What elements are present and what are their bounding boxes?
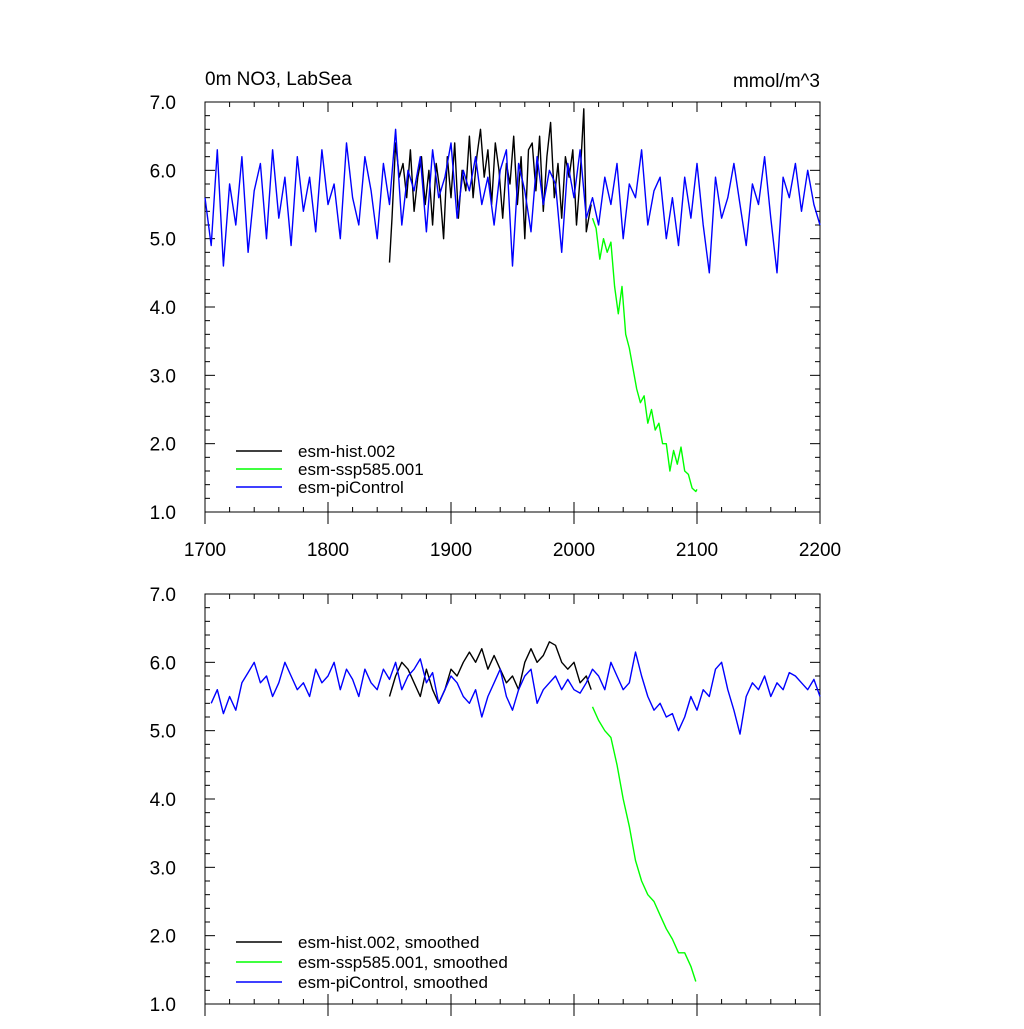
y-tick-label: 6.0 — [150, 161, 176, 182]
x-tick-label: 2100 — [676, 540, 718, 561]
y-tick-label: 1.0 — [150, 503, 176, 524]
x-tick-label: 2200 — [799, 540, 841, 561]
legend-label: esm-ssp585.001 — [298, 460, 424, 479]
x-tick-label: 1800 — [307, 540, 349, 561]
series-line-esm-picontrol — [204, 128, 821, 274]
y-tick-label: 6.0 — [150, 653, 176, 674]
top-panel: 1700 1800 1900 2000 2100 2200 1.0 2.0 3.0 4.0 5.0 6… — [150, 69, 842, 561]
legend-label: esm-ssp585.001, smoothed — [298, 953, 508, 972]
y-tick-label: 7.0 — [150, 93, 176, 114]
y-tick-label: 5.0 — [150, 230, 176, 251]
legend-label: esm-hist.002, smoothed — [298, 933, 479, 952]
x-tick-label: 1900 — [430, 540, 472, 561]
y-tick-label: 5.0 — [150, 722, 176, 743]
x-tick-label: 2000 — [553, 540, 595, 561]
bottom-panel: 1.0 2.0 3.0 4.0 5.0 6.0 7.0 esm-hist.002, smoot… — [150, 585, 821, 1016]
y-tick-label: 4.0 — [150, 790, 176, 811]
y-tick-label: 2.0 — [150, 927, 176, 948]
units-label: mmol/m^3 — [733, 71, 820, 92]
y-tick-label: 3.0 — [150, 858, 176, 879]
series-line-esm-hist-002 — [388, 108, 592, 263]
y-tick-label: 7.0 — [150, 585, 176, 606]
y-tick-label: 4.0 — [150, 298, 176, 319]
legend-label: esm-piControl — [298, 478, 404, 497]
series-line-esm-hist-002-smoothed — [388, 641, 592, 704]
legend-label: esm-hist.002 — [298, 442, 395, 461]
y-tick-label: 2.0 — [150, 435, 176, 456]
legend-label: esm-piControl, smoothed — [298, 973, 488, 992]
chart-title: 0m NO3, LabSea — [205, 69, 352, 90]
series-line-esm-ssp585-001 — [591, 217, 698, 493]
y-tick-label: 3.0 — [150, 366, 176, 387]
series-line-esm-ssp585-001-smoothed — [591, 706, 697, 982]
series-line-esm-picontrol-smoothed — [210, 651, 821, 735]
y-tick-label: 1.0 — [150, 995, 176, 1016]
x-tick-label: 1700 — [184, 540, 226, 561]
